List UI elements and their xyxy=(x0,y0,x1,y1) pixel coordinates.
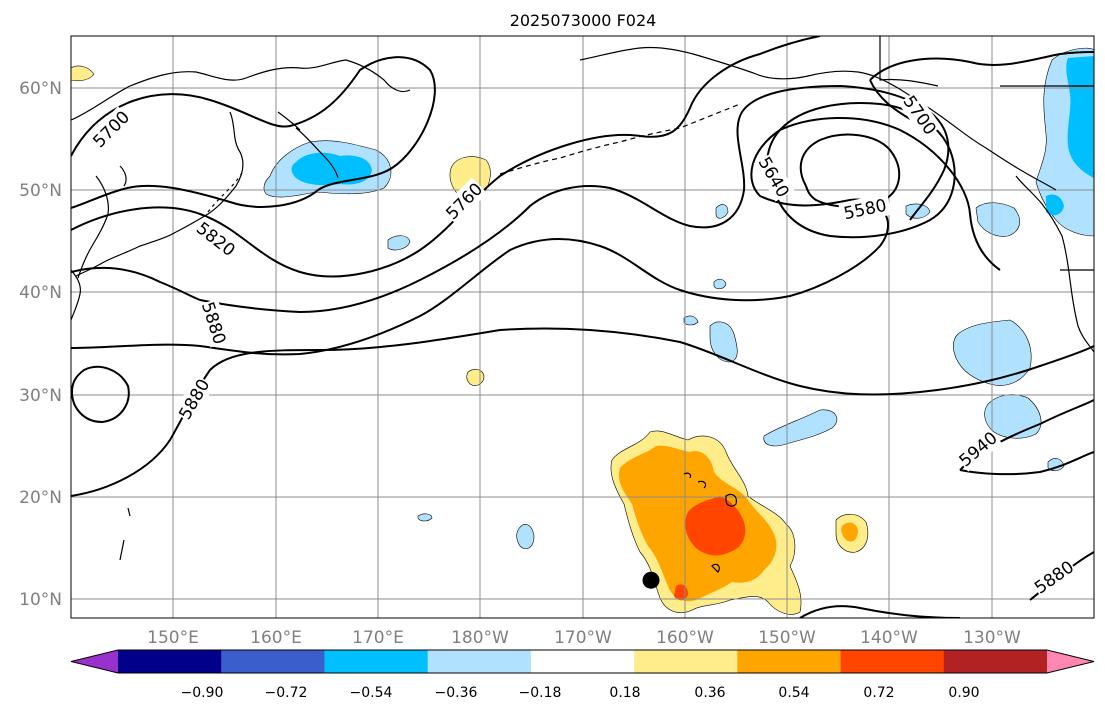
lat-label: 20°N xyxy=(19,488,62,508)
contour-line xyxy=(799,133,901,208)
colorbar-segment xyxy=(221,650,325,673)
lon-label: 170°W xyxy=(554,628,612,648)
coastline-asia xyxy=(71,59,411,277)
coastline-hawaii xyxy=(683,472,737,507)
graticule xyxy=(71,36,1094,618)
lat-label: 10°N xyxy=(19,590,62,610)
colorbar-tick-label: −0.36 xyxy=(435,685,478,701)
lat-label: 60°N xyxy=(19,79,62,99)
coastline-canada-border xyxy=(1000,85,1094,271)
lon-label: 140°W xyxy=(860,628,918,648)
coastline-kamchatka xyxy=(277,111,339,179)
coastline-northwest-coast xyxy=(1015,175,1094,353)
lon-label: 150°W xyxy=(758,628,816,648)
coastline-korea-china xyxy=(71,269,81,321)
anomaly-negative-small-4 xyxy=(387,235,411,251)
lon-label: 160°W xyxy=(656,628,714,648)
contour-line xyxy=(71,56,436,209)
anomaly-negative-mid-kuril xyxy=(291,152,372,186)
coastline-japan xyxy=(77,165,127,279)
anomaly-negative-small-6 xyxy=(715,204,729,219)
anomaly-negative-small-1 xyxy=(763,409,838,447)
colorbar-segment xyxy=(943,650,1048,673)
colorbar-tick-label: 0.18 xyxy=(609,685,640,701)
anomaly-negative-northwest-us-mid-2 xyxy=(1046,194,1064,216)
anomaly-negative-west-coast xyxy=(975,202,1020,237)
colorbar-segment xyxy=(737,650,842,673)
colorbar xyxy=(70,649,1095,674)
contour-line xyxy=(71,365,130,424)
coastline-kuril-islands xyxy=(207,169,245,213)
colorbar-segment xyxy=(840,650,945,673)
colorbar-segment xyxy=(634,650,738,673)
coastline-alaska xyxy=(579,36,1057,191)
coastlines xyxy=(71,36,1094,573)
lat-label: 40°N xyxy=(19,283,62,303)
anomaly-positive-strong-hawaii xyxy=(685,496,746,556)
shaded-anomaly-fields xyxy=(71,47,1094,615)
contour-line xyxy=(869,51,1094,121)
colorbar-tick-label: −0.54 xyxy=(350,685,393,701)
map-frame xyxy=(70,35,1095,619)
coastline-aleutians xyxy=(499,103,741,175)
colorbar-segment xyxy=(324,650,429,673)
colorbar-tick-label: 0.54 xyxy=(778,685,809,701)
lat-label: 50°N xyxy=(19,181,62,201)
anomaly-positive-mid-east-blob xyxy=(841,522,858,542)
anomaly-positive-topleft xyxy=(71,65,95,82)
colorbar-tick-label: 0.72 xyxy=(863,685,894,701)
map-title: 2025073000 F024 xyxy=(510,11,657,30)
anomaly-negative-small-9 xyxy=(683,315,699,326)
colorbar-tick-label: 0.36 xyxy=(694,685,725,701)
storm-position-marker xyxy=(642,571,660,589)
anomaly-negative-small-10 xyxy=(713,278,727,290)
colorbar-tick-label: 0.90 xyxy=(948,685,979,701)
colorbar-tick-labels: −0.90 −0.72 −0.54 −0.36 −0.18 0.18 0.36 … xyxy=(181,685,980,701)
colorbar-extend-max xyxy=(1047,650,1094,673)
colorbar-tick-label: −0.18 xyxy=(519,685,562,701)
latitude-labels: 10°N 20°N 30°N 40°N 50°N 60°N xyxy=(19,79,62,610)
lat-label: 30°N xyxy=(19,386,62,406)
contour-line xyxy=(766,102,956,239)
colorbar-segment xyxy=(427,650,532,673)
lon-label: 150°E xyxy=(147,628,199,648)
colorbar-outline xyxy=(70,649,1095,674)
colorbar-tick-label: −0.72 xyxy=(265,685,308,701)
colorbar-extend-min xyxy=(71,650,118,673)
anomaly-positive-small xyxy=(466,369,485,386)
anomaly-negative-small-2 xyxy=(709,321,738,363)
colorbar-tick-label: −0.90 xyxy=(181,685,224,701)
lon-label: 130°W xyxy=(963,628,1021,648)
lon-label: 180°W xyxy=(451,628,509,648)
colorbar-segment xyxy=(118,650,222,673)
longitude-labels: 150°E 160°E 170°E 180°W 170°W 160°W 150°… xyxy=(147,628,1021,648)
coastline-small-isles xyxy=(119,507,720,573)
lon-label: 160°E xyxy=(250,628,302,648)
colorbar-segment xyxy=(530,650,635,673)
contour-line xyxy=(71,117,1001,356)
lon-label: 170°E xyxy=(352,628,404,648)
anomaly-negative-small-3 xyxy=(516,524,535,549)
anomaly-negative-small-8 xyxy=(417,513,433,522)
